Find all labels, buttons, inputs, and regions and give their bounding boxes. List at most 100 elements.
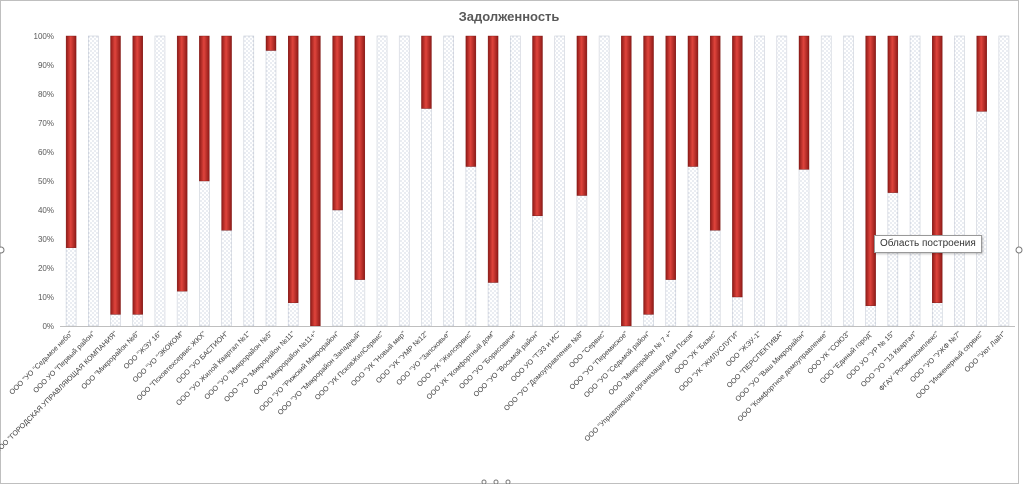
bar-group[interactable] bbox=[110, 35, 121, 327]
bar-paid-segment[interactable] bbox=[998, 35, 1010, 327]
bar-paid-segment[interactable] bbox=[265, 50, 277, 327]
bar-group[interactable] bbox=[598, 35, 610, 327]
bar-paid-segment[interactable] bbox=[88, 35, 99, 327]
bar-paid-segment[interactable] bbox=[221, 230, 232, 327]
bar-paid-segment[interactable] bbox=[976, 111, 987, 327]
bar-debt-segment[interactable] bbox=[332, 35, 343, 211]
bar-group[interactable] bbox=[887, 35, 899, 327]
bar-paid-segment[interactable] bbox=[487, 282, 499, 327]
bar-paid-segment[interactable] bbox=[421, 108, 432, 327]
bar-group[interactable] bbox=[88, 35, 99, 327]
bar-group[interactable] bbox=[532, 35, 543, 327]
bar-group[interactable] bbox=[954, 35, 965, 327]
bar-debt-segment[interactable] bbox=[643, 35, 654, 315]
bar-group[interactable] bbox=[665, 35, 677, 327]
bar-group[interactable] bbox=[976, 35, 987, 327]
bar-debt-segment[interactable] bbox=[132, 35, 143, 315]
bar-paid-segment[interactable] bbox=[798, 169, 810, 327]
bar-paid-segment[interactable] bbox=[665, 279, 677, 327]
bar-paid-segment[interactable] bbox=[643, 314, 654, 327]
bar-debt-segment[interactable] bbox=[354, 35, 366, 280]
bar-debt-segment[interactable] bbox=[932, 35, 943, 303]
bar-group[interactable] bbox=[421, 35, 432, 327]
bar-debt-segment[interactable] bbox=[576, 35, 588, 196]
bar-paid-segment[interactable] bbox=[243, 35, 255, 327]
bar-paid-segment[interactable] bbox=[465, 166, 477, 327]
bar-group[interactable] bbox=[310, 35, 321, 327]
bar-group[interactable] bbox=[221, 35, 232, 327]
bar-paid-segment[interactable] bbox=[65, 247, 77, 327]
bar-paid-segment[interactable] bbox=[354, 279, 366, 327]
bar-group[interactable] bbox=[776, 35, 788, 327]
bar-debt-segment[interactable] bbox=[199, 35, 210, 182]
bar-group[interactable] bbox=[643, 35, 654, 327]
bar-group[interactable] bbox=[376, 35, 388, 327]
bar-group[interactable] bbox=[199, 35, 210, 327]
bar-paid-segment[interactable] bbox=[754, 35, 765, 327]
bar-paid-segment[interactable] bbox=[398, 35, 410, 327]
bar-debt-segment[interactable] bbox=[487, 35, 499, 283]
bar-paid-segment[interactable] bbox=[154, 35, 166, 327]
bar-debt-segment[interactable] bbox=[221, 35, 232, 231]
bar-group[interactable] bbox=[398, 35, 410, 327]
bar-group[interactable] bbox=[465, 35, 477, 327]
bar-group[interactable] bbox=[154, 35, 166, 327]
bar-debt-segment[interactable] bbox=[887, 35, 899, 193]
bar-paid-segment[interactable] bbox=[776, 35, 788, 327]
right-resize-handle[interactable] bbox=[1015, 246, 1023, 254]
bar-debt-segment[interactable] bbox=[665, 35, 676, 280]
bar-debt-segment[interactable] bbox=[621, 35, 632, 327]
bar-paid-segment[interactable] bbox=[687, 166, 699, 327]
bar-debt-segment[interactable] bbox=[865, 35, 876, 306]
bar-group[interactable] bbox=[243, 35, 255, 327]
bar-paid-segment[interactable] bbox=[820, 35, 832, 327]
bar-debt-segment[interactable] bbox=[65, 35, 77, 248]
bar-group[interactable] bbox=[554, 35, 566, 327]
bar-group[interactable] bbox=[998, 35, 1010, 327]
bar-paid-segment[interactable] bbox=[332, 209, 343, 327]
bottom-left-handle[interactable] bbox=[481, 479, 487, 484]
bar-debt-segment[interactable] bbox=[288, 35, 299, 303]
bottom-right-handle[interactable] bbox=[505, 479, 511, 484]
bar-paid-segment[interactable] bbox=[554, 35, 566, 327]
bar-paid-segment[interactable] bbox=[865, 305, 876, 327]
bar-debt-segment[interactable] bbox=[532, 35, 543, 217]
bar-group[interactable] bbox=[820, 35, 832, 327]
bar-group[interactable] bbox=[621, 35, 632, 327]
bar-debt-segment[interactable] bbox=[732, 35, 743, 298]
bar-group[interactable] bbox=[865, 35, 876, 327]
bar-group[interactable] bbox=[132, 35, 144, 327]
bar-group[interactable] bbox=[732, 35, 743, 327]
bar-group[interactable] bbox=[176, 35, 188, 327]
bar-paid-segment[interactable] bbox=[909, 35, 921, 327]
bar-paid-segment[interactable] bbox=[509, 35, 521, 327]
bar-group[interactable] bbox=[843, 35, 854, 327]
bar-paid-segment[interactable] bbox=[598, 35, 610, 327]
bar-paid-segment[interactable] bbox=[110, 314, 121, 327]
bar-group[interactable] bbox=[487, 35, 499, 327]
bar-group[interactable] bbox=[576, 35, 588, 327]
bar-group[interactable] bbox=[909, 35, 921, 327]
bar-debt-segment[interactable] bbox=[465, 35, 477, 167]
bar-group[interactable] bbox=[65, 35, 77, 327]
bar-paid-segment[interactable] bbox=[954, 35, 965, 327]
bar-group[interactable] bbox=[354, 35, 366, 327]
bottom-resize-handle[interactable] bbox=[493, 479, 499, 484]
bar-paid-segment[interactable] bbox=[199, 180, 210, 327]
bar-debt-segment[interactable] bbox=[265, 35, 277, 51]
bar-paid-segment[interactable] bbox=[576, 195, 588, 327]
bar-debt-segment[interactable] bbox=[310, 35, 321, 327]
bar-debt-segment[interactable] bbox=[976, 35, 987, 112]
bar-paid-segment[interactable] bbox=[732, 296, 743, 327]
bar-paid-segment[interactable] bbox=[931, 302, 943, 327]
bar-group[interactable] bbox=[509, 35, 521, 327]
bar-paid-segment[interactable] bbox=[176, 290, 188, 327]
bar-group[interactable] bbox=[265, 35, 277, 327]
bar-debt-segment[interactable] bbox=[687, 35, 699, 167]
left-resize-handle[interactable] bbox=[0, 246, 5, 254]
bar-debt-segment[interactable] bbox=[709, 35, 721, 231]
bar-debt-segment[interactable] bbox=[176, 35, 188, 292]
bar-group[interactable] bbox=[709, 35, 721, 327]
bar-group[interactable] bbox=[687, 35, 699, 327]
bar-debt-segment[interactable] bbox=[421, 35, 432, 109]
